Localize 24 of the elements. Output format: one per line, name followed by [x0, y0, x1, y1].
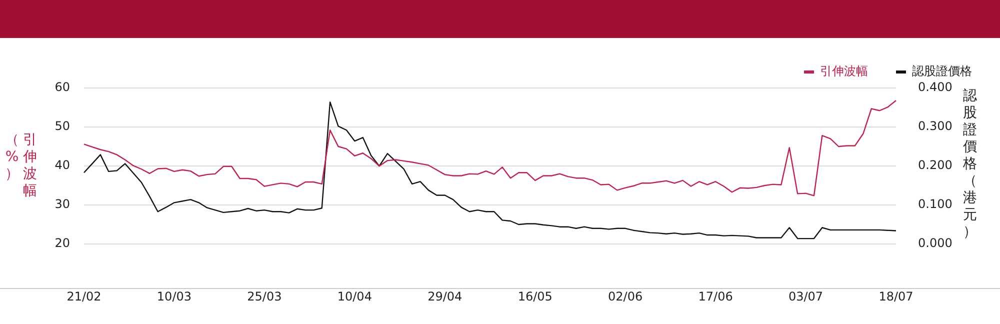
x-tick-label: 03/07 [788, 289, 824, 304]
x-tick-label: 02/06 [608, 289, 643, 304]
y-tick-label: 60 [54, 80, 70, 94]
text: 引伸波幅（%） [5, 132, 37, 199]
y2-tick-label: 0.200 [918, 158, 952, 172]
x-tick-label: 25/03 [247, 289, 282, 304]
y2-tick-label: 0.000 [918, 236, 952, 250]
y2-tick-label: 0.100 [918, 197, 952, 212]
x-tick-label: 10/03 [156, 289, 192, 304]
legend-label: 引伸波幅 [820, 64, 868, 78]
x-tick-label: 16/05 [518, 289, 552, 304]
y-tick-label: 50 [54, 119, 70, 134]
y2-tick-label: 0.300 [918, 119, 952, 134]
y-tick-label: 30 [54, 197, 70, 212]
x-tick-label: 29/04 [428, 289, 462, 304]
x-tick-label: 10/04 [337, 289, 372, 304]
x-tick-label: 18/07 [878, 289, 914, 304]
x-tick-label: 17/06 [698, 289, 733, 304]
y-tick-label: 20 [54, 236, 70, 250]
legend-label: 認股證價格 [912, 64, 972, 78]
text: 認股證價格（港元） [963, 88, 977, 240]
y2-tick-label: 0.400 [918, 80, 952, 94]
y-tick-label: 40 [54, 158, 70, 172]
x-tick-label: 21/02 [66, 289, 102, 304]
